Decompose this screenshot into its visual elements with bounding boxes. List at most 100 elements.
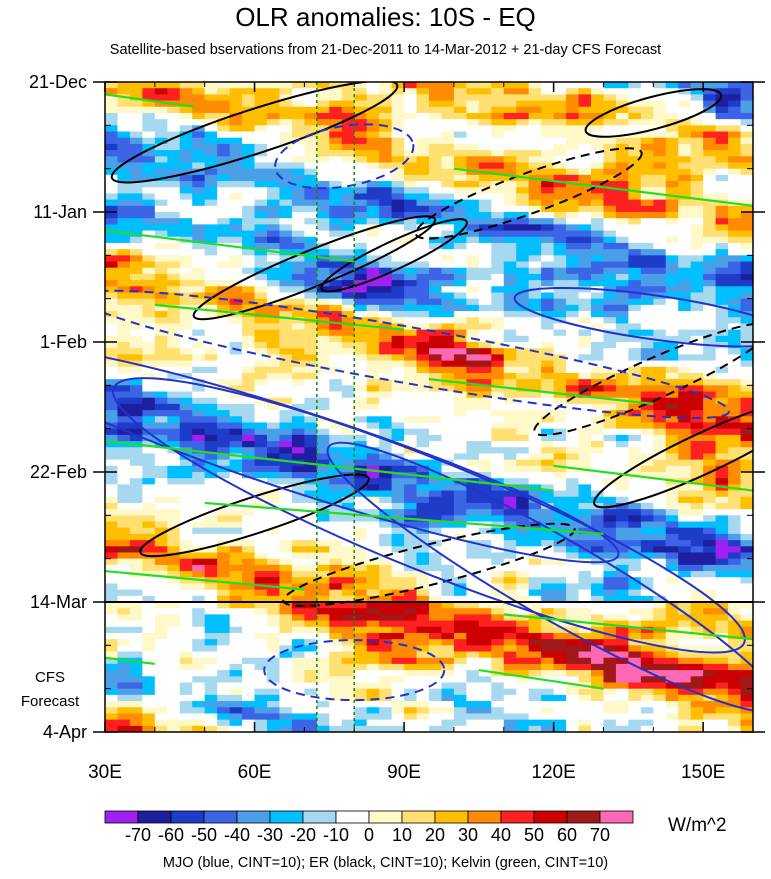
heatmap-cell [154,397,168,405]
heatmap-cell [192,218,206,225]
heatmap-cell [429,230,443,238]
heatmap-cell [329,620,343,628]
heatmap-cell [217,162,231,170]
heatmap-cell [254,453,268,461]
heatmap-cell [615,150,629,157]
heatmap-cell [179,317,193,325]
heatmap-cell [217,416,231,424]
heatmap-cell [167,540,181,547]
heatmap-cell [217,428,231,436]
heatmap-cell [516,533,530,541]
heatmap-cell [167,459,181,467]
heatmap-cell [105,242,119,250]
heatmap-cell [354,199,368,207]
heatmap-cell [154,478,168,485]
heatmap-cell [541,125,555,133]
heatmap-cell [142,329,156,337]
heatmap-cell [466,106,480,114]
heatmap-cell [291,589,305,597]
heatmap-cell [466,119,480,126]
heatmap-cell [665,181,679,188]
heatmap-cell [441,335,455,343]
heatmap-cell [329,701,343,708]
heatmap-cell [217,626,231,634]
heatmap-cell [229,317,243,325]
heatmap-cell [154,236,168,244]
heatmap-cell [154,571,168,578]
heatmap-cell [566,273,580,281]
heatmap-cell [453,82,467,89]
heatmap-cell [242,719,256,727]
heatmap-cell [416,422,430,430]
heatmap-cell [453,181,467,188]
heatmap-cell [466,657,480,665]
heatmap-cell [591,366,605,374]
heatmap-cell [615,521,629,529]
heatmap-cell [516,707,530,715]
heatmap-cell [117,224,131,232]
heatmap-cell [217,453,231,461]
heatmap-cell [291,236,305,244]
heatmap-cell [603,391,617,399]
heatmap-cell [665,577,679,585]
heatmap-cell [690,391,704,399]
heatmap-cell [217,459,231,467]
heatmap-cell [478,199,492,207]
heatmap-cell [404,602,418,609]
heatmap-cell [603,112,617,120]
heatmap-cell [129,106,143,114]
heatmap-cell [192,360,206,368]
heatmap-cell [541,639,555,646]
heatmap-cell [179,391,193,399]
heatmap-cell [640,156,654,164]
heatmap-cell [279,701,293,708]
heatmap-cell [179,199,193,207]
heatmap-cell [105,645,119,653]
heatmap-cell [678,323,692,331]
heatmap-cell [341,224,355,232]
heatmap-cell [553,292,567,300]
heatmap-cell [117,193,131,201]
heatmap-cell [179,701,193,708]
heatmap-cell [379,589,393,597]
heatmap-cell [391,94,405,102]
heatmap-cell [416,342,430,349]
heatmap-cell [267,620,281,628]
heatmap-cell [329,137,343,145]
heatmap-cell [304,453,318,461]
heatmap-cell [304,502,318,510]
heatmap-cell [453,106,467,114]
heatmap-cell [541,267,555,275]
heatmap-cell [453,323,467,331]
heatmap-cell [591,119,605,126]
heatmap-cell [553,521,567,529]
heatmap-cell [105,360,119,368]
heatmap-cell [117,434,131,442]
heatmap-cell [665,676,679,684]
heatmap-cell [441,255,455,263]
heatmap-cell [478,478,492,485]
heatmap-cell [516,125,530,133]
heatmap-cell [192,212,206,219]
heatmap-cell [379,360,393,368]
heatmap-cell [179,156,193,164]
heatmap-cell [478,676,492,684]
heatmap-cell [192,564,206,572]
heatmap-cell [553,626,567,634]
heatmap-cell [416,162,430,170]
heatmap-cell [653,595,667,603]
heatmap-cell [628,403,642,411]
heatmap-cell [304,595,318,603]
heatmap-cell [441,663,455,671]
heatmap-cell [279,645,293,653]
heatmap-cell [366,614,380,622]
heatmap-cell [254,335,268,343]
heatmap-cell [167,311,181,318]
heatmap-cell [316,589,330,597]
heatmap-cell [491,168,505,176]
heatmap-cell [341,199,355,207]
heatmap-cell [291,571,305,578]
heatmap-cell [453,589,467,597]
heatmap-cell [192,137,206,145]
heatmap-cell [229,199,243,207]
